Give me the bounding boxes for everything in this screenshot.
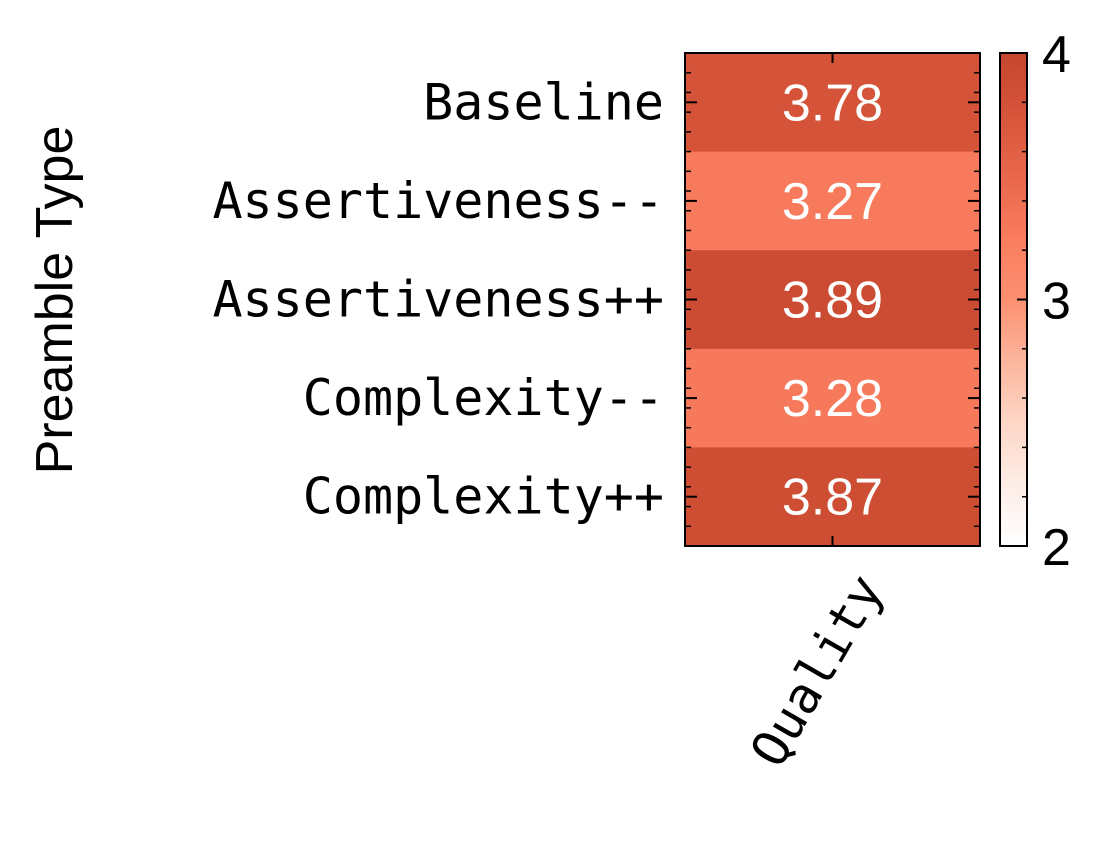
row-label: Complexity-- [303,369,664,427]
row-label: Baseline [423,73,664,131]
cell-value-label: 3.78 [782,74,883,132]
column-labels: Quality [739,565,895,776]
row-label: Complexity++ [303,468,664,526]
y-axis-title: Preamble Type [26,126,84,475]
row-labels: Baseline Assertiveness-- Assertiveness++ Co… [212,73,664,525]
row-label: Assertiveness++ [212,271,664,329]
row-label: Assertiveness-- [212,172,664,230]
cell-value-label: 3.87 [782,469,883,527]
heatmap-cells: 3.78 3.27 3.89 3.28 3.87 [685,53,980,547]
cell-value-label: 3.28 [782,370,883,428]
column-label: Quality [739,565,895,776]
colorbar: 2 3 4 [1000,26,1071,577]
cell-value-label: 3.27 [782,173,883,231]
colorbar-tick-label: 4 [1042,26,1071,84]
colorbar-tick-label: 3 [1042,273,1071,331]
colorbar-tick-label: 2 [1042,519,1071,577]
cell-value-label: 3.89 [782,272,883,330]
